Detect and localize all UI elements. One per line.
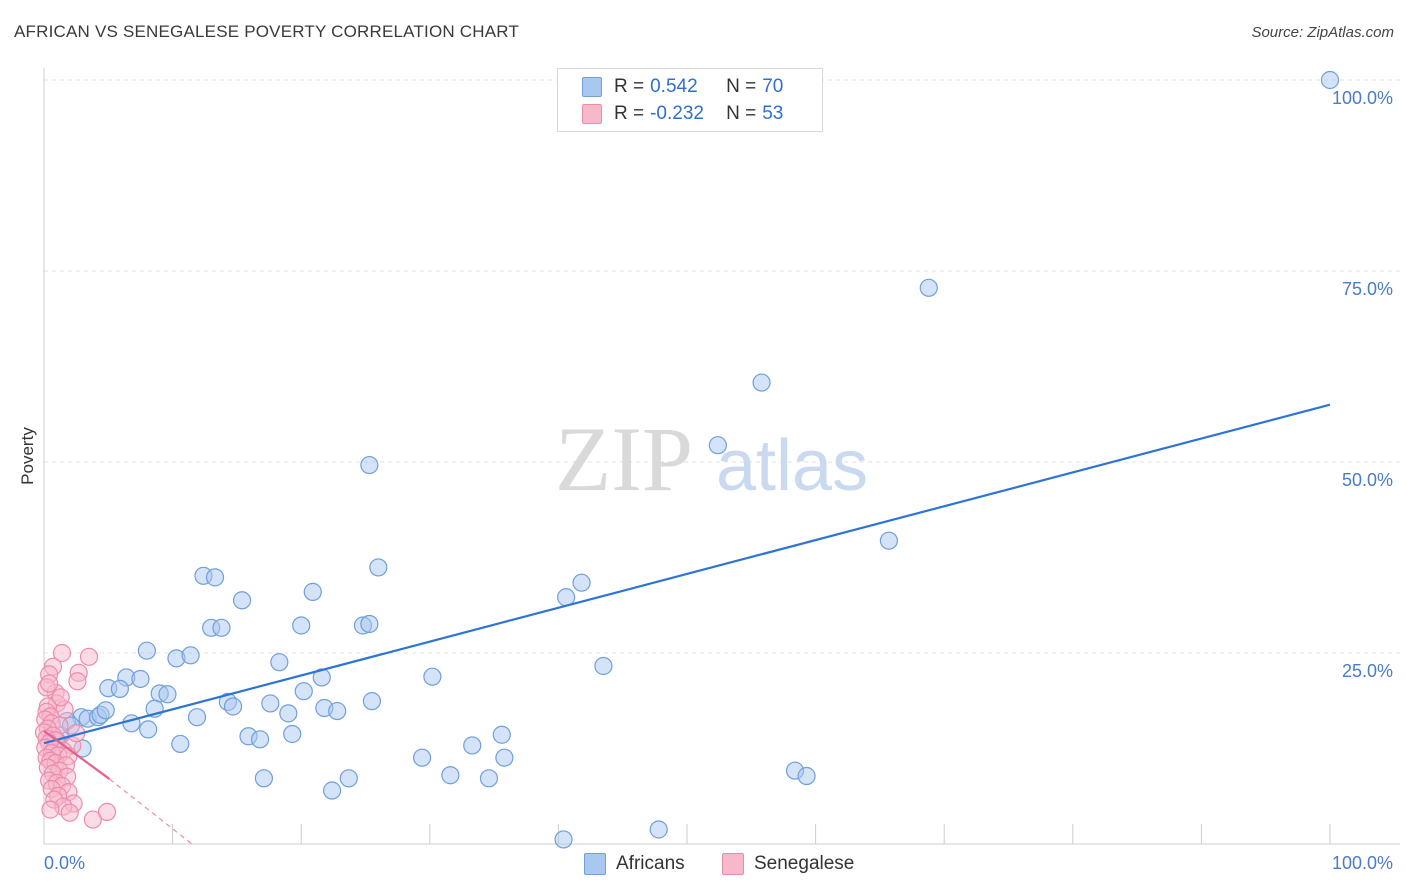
y-tick-label: 75.0% [1342, 279, 1393, 299]
africans-point [122, 714, 141, 733]
senegalese-point [41, 800, 60, 819]
senegalese-swatch [582, 104, 602, 124]
senegalese-point [79, 647, 99, 666]
africans-point [254, 769, 274, 788]
africans-point [212, 618, 231, 637]
africans-point [495, 748, 514, 767]
africans-point [919, 278, 938, 297]
africans-point [223, 697, 243, 716]
africans-point [294, 682, 313, 701]
africans-point [412, 748, 432, 767]
x-tick-label: 0.0% [44, 853, 85, 873]
africans-point [369, 558, 388, 577]
africans-point [441, 766, 460, 785]
n-value-senegalese: 53 [762, 103, 784, 124]
africans-point [879, 531, 899, 550]
africans-points [47, 70, 1340, 849]
watermark-atlas: atlas [716, 426, 868, 506]
africans-point [181, 646, 200, 665]
africans-point [250, 730, 270, 749]
africans-swatch [582, 77, 602, 97]
senegalese-point [51, 688, 70, 707]
africans-point [797, 766, 816, 786]
africans-point [572, 573, 591, 592]
africans-point [479, 769, 499, 788]
africans-point [339, 769, 358, 788]
tick-labels: 25.0% 50.0% 75.0% 100.0% 0.0% 100.0% [44, 88, 1393, 873]
africans-point [171, 734, 190, 754]
senegalese-points [34, 643, 117, 829]
senegalese-point [52, 643, 72, 663]
africans-point [594, 656, 613, 676]
africans-point [303, 582, 322, 601]
africans-point [649, 820, 668, 839]
africans-point [752, 373, 771, 392]
africans-point [423, 667, 442, 686]
africans-point [137, 641, 156, 660]
africans-point [322, 781, 342, 800]
africans-point [139, 720, 158, 739]
watermark: ZIP atlas [555, 408, 868, 510]
n-value-africans: 70 [762, 76, 784, 97]
legend-item-africans[interactable]: Africans [584, 851, 685, 877]
chart-title: AFRICAN VS SENEGALESE POVERTY CORRELATIO… [14, 22, 520, 41]
africans-point [328, 701, 347, 721]
africans-point [158, 685, 177, 704]
africans-point [205, 568, 225, 587]
africans-point [360, 455, 379, 475]
africans-point [187, 708, 207, 727]
senegalese-point [40, 674, 59, 693]
senegalese-point [97, 802, 117, 822]
n-label: N = [726, 103, 757, 124]
africans-point [96, 701, 115, 720]
africans-point [131, 669, 150, 689]
africans-point [708, 436, 727, 455]
africans-point [110, 679, 129, 699]
africans-point [232, 591, 252, 610]
senegalese-legend-swatch [722, 853, 744, 875]
africans-point [463, 736, 482, 755]
stats-legend-row-senegalese: R = -0.232 N = 53 [582, 102, 783, 126]
africans-point [279, 704, 298, 723]
grid-layer [44, 79, 1400, 654]
africans-trend-line [43, 403, 1331, 745]
n-label: N = [726, 76, 757, 97]
y-axis-label: Poverty [18, 427, 37, 485]
y-tick-label: 100.0% [1332, 88, 1393, 108]
senegalese-point [60, 803, 79, 822]
africans-point [492, 725, 511, 744]
stats-legend: R = 0.542 N = 70 R = -0.232 N = 53 [557, 68, 823, 132]
stats-legend-row-africans: R = 0.542 N = 70 [582, 75, 783, 99]
r-value-senegalese: -0.232 [650, 103, 704, 124]
africans-point [1320, 70, 1340, 90]
africans-point [261, 694, 280, 713]
senegalese-point [83, 810, 102, 829]
africans-point [554, 830, 573, 849]
trend-lines [43, 403, 1331, 845]
y-tick-label: 25.0% [1342, 661, 1393, 681]
x-tick-label: 100.0% [1332, 853, 1393, 873]
r-label: R = [614, 76, 645, 97]
senegalese-trend-extension [109, 778, 193, 845]
africans-point [270, 653, 289, 672]
africans-point [362, 692, 382, 711]
senegalese-point [68, 672, 87, 691]
africans-point [292, 616, 311, 635]
africans-point [360, 614, 379, 634]
r-value-africans: 0.542 [650, 76, 698, 97]
source-label: Source: ZipAtlas.com [1251, 24, 1394, 41]
senegalese-trend-line [43, 730, 111, 780]
watermark-zip: ZIP [555, 408, 693, 510]
africans-legend-swatch [584, 853, 606, 875]
senegalese-legend-label: Senegalese [754, 853, 855, 874]
y-tick-label: 50.0% [1342, 470, 1393, 490]
africans-legend-label: Africans [616, 853, 685, 874]
legend-item-senegalese[interactable]: Senegalese [722, 851, 854, 877]
r-label: R = [614, 103, 645, 124]
africans-point [283, 724, 302, 744]
